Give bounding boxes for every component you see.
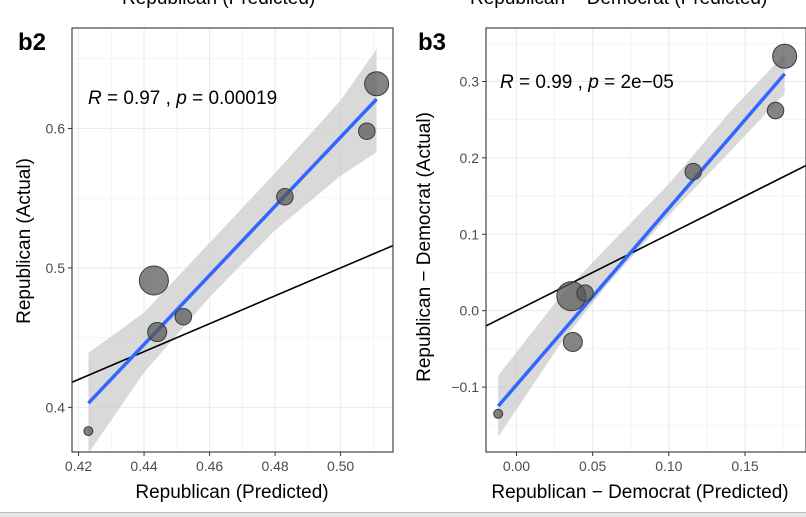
data-point-b3-3 (576, 284, 594, 302)
data-point-b3-4 (562, 331, 583, 352)
x-tick-label-b3: 0.05 (579, 458, 606, 474)
x-tick-label-b2: 0.44 (130, 458, 157, 474)
reference-line-b2 (72, 244, 393, 383)
window-bottom-edge (0, 512, 806, 517)
panel-border-b2 (71, 27, 394, 453)
x-tick-label-b2: 0.50 (327, 458, 354, 474)
data-point-b3-1 (493, 408, 504, 419)
panel-b2: Republican (Predicted) b2 0.420.440.460.… (14, 0, 394, 503)
clipped-layer-b2 (72, 48, 393, 452)
x-tick-label-b3: 0.10 (655, 458, 682, 474)
data-point-b2-4 (174, 307, 193, 326)
panel-label-b3: b3 (418, 29, 446, 56)
data-point-b3-7 (772, 43, 798, 69)
top-cut-title-b3: Republican − Democrat (Predicted) (470, 0, 767, 9)
data-point-b3-5 (684, 162, 702, 181)
plot-area-b2: 0.42 0.44 0.46 0.48 0.50 0.4 0.5 0.6 (46, 27, 394, 474)
plot-area-b3: 0.00 0.05 0.10 0.15 −0.1 0.0 0.1 0.2 0.3 (451, 27, 806, 474)
y-axis-title-b2: Republican (Actual) (14, 158, 35, 324)
stat-p-b3: 2e−05 (620, 72, 673, 93)
panel-label-b2: b2 (18, 29, 46, 56)
x-tick-label-b2: 0.48 (261, 458, 288, 474)
top-cut-title-b2: Republican (Predicted) (122, 0, 315, 9)
clipped-layer-b3 (486, 43, 806, 437)
reference-line-b3 (486, 164, 806, 327)
panel-border-b3 (485, 27, 806, 453)
confidence-band-b3 (498, 53, 785, 437)
data-point-b2-5 (276, 188, 294, 206)
fit-line-b3 (496, 72, 786, 408)
data-point-b2-1 (83, 426, 94, 437)
stat-label-b3: R = 0.99 , p = 2e−05 (500, 72, 674, 93)
y-tick-label-b3: 0.2 (460, 150, 480, 166)
panel-b3: Republican − Democrat (Predicted) b3 0.0… (414, 0, 806, 503)
data-point-b2-3 (147, 322, 168, 343)
y-tick-label-b3: −0.1 (451, 379, 479, 395)
x-tick-label-b3: 0.15 (731, 458, 758, 474)
x-axis-title-b3: Republican − Democrat (Predicted) (491, 482, 788, 503)
y-tick-label-b3: 0.0 (460, 303, 480, 319)
fit-line-b2 (87, 97, 378, 405)
y-tick-label-b2: 0.6 (46, 120, 66, 136)
stat-r-b2: 0.97 (123, 88, 160, 109)
y-tick-label-b2: 0.5 (46, 260, 66, 276)
data-point-b3-6 (766, 101, 785, 120)
x-tick-label-b3: 0.00 (503, 458, 530, 474)
stat-p-b2: 0.00019 (208, 88, 277, 109)
data-point-b2-2 (138, 265, 169, 296)
y-tick-label-b2: 0.4 (46, 399, 66, 415)
y-tick-label-b3: 0.3 (460, 73, 480, 89)
x-tick-label-b2: 0.46 (196, 458, 223, 474)
y-tick-label-b3: 0.1 (460, 226, 480, 242)
data-point-b2-7 (364, 71, 390, 97)
x-axis-title-b2: Republican (Predicted) (135, 482, 328, 503)
y-axis-title-b3: Republican − Democrat (Actual) (414, 112, 435, 382)
stat-r-b3: 0.99 (535, 72, 572, 93)
x-tick-label-b2: 0.42 (65, 458, 92, 474)
data-point-b2-6 (358, 122, 376, 140)
stat-label-b2: R = 0.97 , p = 0.00019 (88, 88, 277, 109)
